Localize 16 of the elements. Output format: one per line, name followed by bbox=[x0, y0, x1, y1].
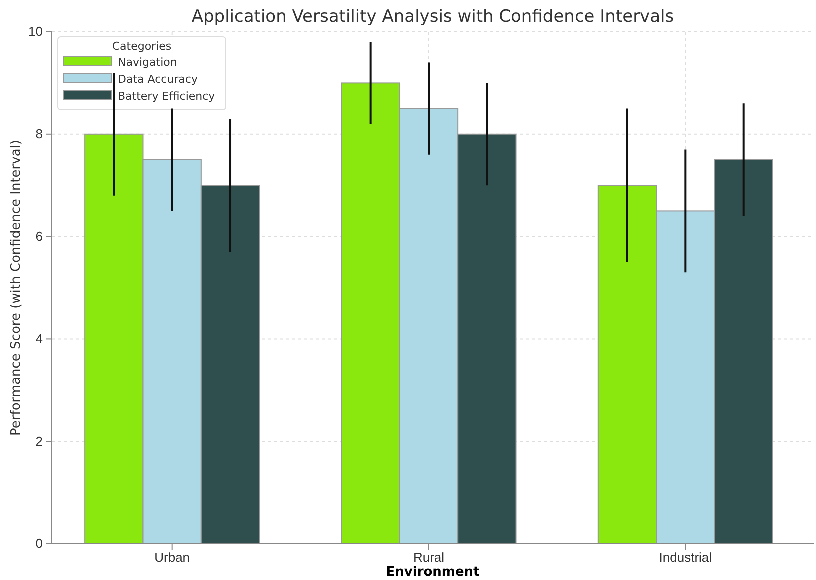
y-tick-label: 0 bbox=[36, 536, 43, 552]
legend-label: Navigation bbox=[118, 56, 178, 69]
legend-label: Battery Efficiency bbox=[118, 90, 216, 103]
y-tick-label: 6 bbox=[36, 228, 43, 244]
legend-title: Categories bbox=[112, 40, 172, 53]
y-tick-label: 8 bbox=[36, 126, 43, 142]
y-tick-label: 4 bbox=[36, 331, 43, 346]
y-tick-label: 10 bbox=[28, 24, 43, 40]
x-tick-label: Rural bbox=[413, 550, 445, 566]
chart-title: Application Versatility Analysis with Confidence Intervals bbox=[192, 7, 674, 27]
y-axis-title: Performance Score (with Confidence Interval) bbox=[9, 140, 24, 436]
legend-label: Data Accuracy bbox=[118, 73, 198, 86]
x-tick-label: Urban bbox=[154, 550, 190, 566]
x-tick-label: Industrial bbox=[659, 550, 712, 566]
y-tick-label: 2 bbox=[36, 434, 43, 449]
x-axis-title: Environment bbox=[386, 565, 480, 580]
